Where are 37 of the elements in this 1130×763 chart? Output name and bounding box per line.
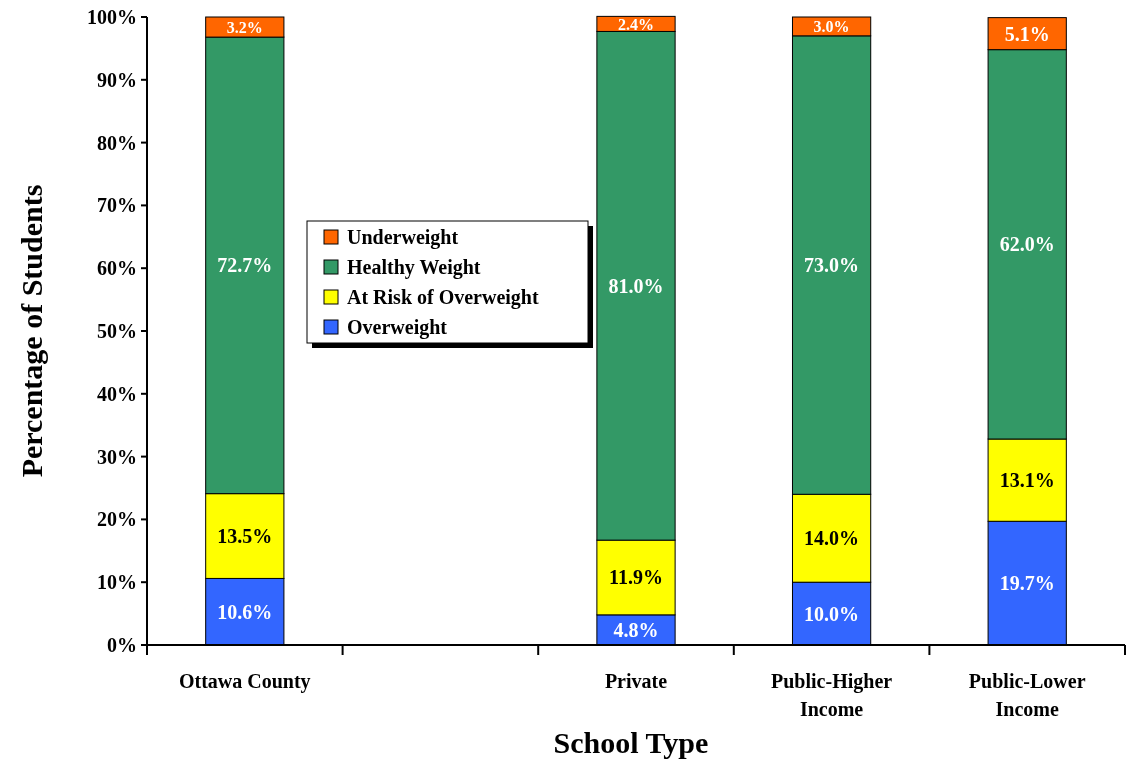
x-tick-label: Public-Higher Income <box>771 670 893 720</box>
data-label: 5.1% <box>1004 22 1050 45</box>
y-tick-label: 50% <box>97 320 137 342</box>
data-label: 73.0% <box>804 254 860 277</box>
data-label: 3.2% <box>226 18 263 36</box>
y-tick-label: 40% <box>97 382 137 405</box>
data-label: 10.6% <box>217 600 273 623</box>
x-tick-label: Private <box>604 670 668 692</box>
legend-label: Healthy Weight <box>347 256 481 279</box>
y-tick-label: 100% <box>87 6 137 28</box>
y-tick-label: 80% <box>97 131 137 154</box>
y-tick-label: 0% <box>107 634 137 656</box>
y-tick-label: 10% <box>97 571 137 594</box>
legend-label: Overweight <box>347 316 448 339</box>
data-label: 4.8% <box>613 618 659 641</box>
data-label: 81.0% <box>608 274 664 297</box>
legend-label: At Risk of Overweight <box>347 286 539 309</box>
x-axis-title: School Type <box>553 726 709 759</box>
y-axis-title: Percentage of Students <box>15 184 48 478</box>
data-label: 3.0% <box>813 18 850 36</box>
data-label: 11.9% <box>609 566 663 589</box>
x-tick-label: Ottawa County <box>178 670 311 693</box>
data-label: 10.0% <box>804 602 860 625</box>
y-tick-label: 70% <box>97 194 137 217</box>
data-label: 19.7% <box>999 572 1055 595</box>
y-tick-label: 60% <box>97 257 137 280</box>
data-label: 13.1% <box>999 469 1055 492</box>
data-label: 2.4% <box>618 15 654 33</box>
legend-label: Underweight <box>347 226 459 249</box>
y-tick-label: 30% <box>97 445 137 468</box>
data-label: 13.5% <box>217 525 273 548</box>
data-label: 14.0% <box>804 527 860 550</box>
y-tick-label: 20% <box>97 508 137 531</box>
data-label: 62.0% <box>999 233 1055 256</box>
x-tick-label: Public-Lower Income <box>968 670 1086 720</box>
data-label: 72.7% <box>217 254 273 277</box>
y-tick-label: 90% <box>97 68 137 91</box>
